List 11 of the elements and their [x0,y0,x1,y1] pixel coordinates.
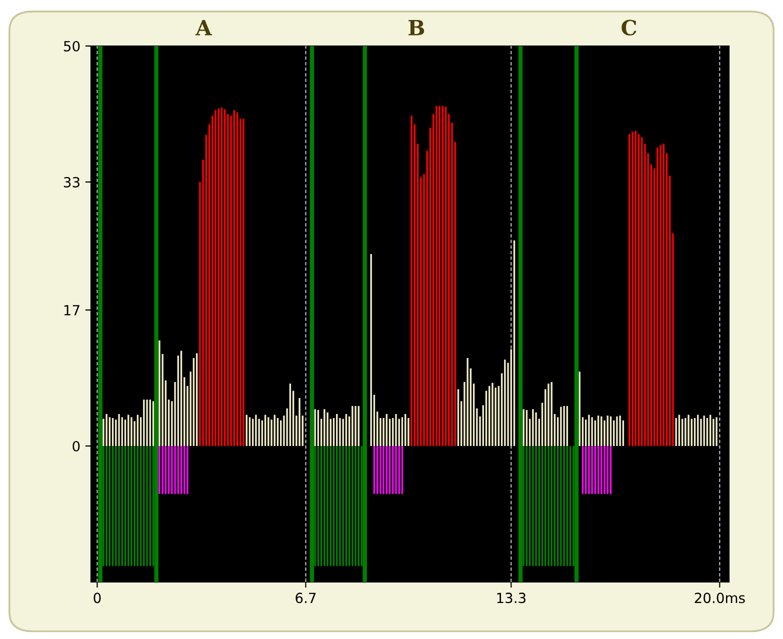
text: A [195,20,212,36]
y-tick-label: 50 [64,40,80,52]
text: B [408,20,424,36]
text: C [622,20,636,36]
x-tick-label: 0 [94,592,101,604]
x-tick-label: 6.7 [296,592,316,604]
y-tick-label: 33 [64,176,80,188]
x-tick-label: 20.0ms [694,592,745,604]
y-tick-label: 17 [64,305,80,316]
x-tick-label: 13.3 [497,592,526,604]
y-tick-label: 0 [72,440,80,452]
